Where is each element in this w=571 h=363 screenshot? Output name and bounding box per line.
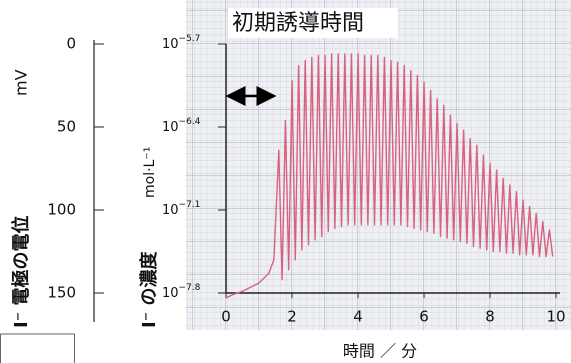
x-tick-label: 4 xyxy=(353,308,363,326)
graph-grid xyxy=(186,0,571,330)
y-tick-label: 0 xyxy=(66,35,76,53)
y-axis-unit: mV xyxy=(12,69,31,96)
box xyxy=(1,334,75,363)
x-tick-label: 2 xyxy=(287,308,297,326)
x-tick-label: 10 xyxy=(546,308,565,326)
x-axis-label: 時間 ／ 分 xyxy=(343,342,417,361)
y2-axis-label: I⁻ の濃度 xyxy=(138,251,160,328)
tick-base: 10 xyxy=(162,286,179,301)
tick-exponent: −6.4 xyxy=(179,117,201,127)
y2-axis-unit: mol·L⁻¹ xyxy=(142,147,158,198)
x-tick-label: 8 xyxy=(485,308,495,326)
x-tick-label: 0 xyxy=(221,308,231,326)
y-axis-label: I⁻ 電極の電位 xyxy=(10,216,32,328)
chart: 初期誘導時間 時間 ／ 分 I⁻ 電極の電位 mV I⁻ の濃度 mol·L⁻¹… xyxy=(0,0,571,363)
tick-exponent: −7.8 xyxy=(179,283,201,293)
y-tick-label: 150 xyxy=(47,284,76,302)
chart-title: 初期誘導時間 xyxy=(232,11,364,36)
tick-exponent: −5.7 xyxy=(179,34,201,44)
tick-exponent: −7.1 xyxy=(179,200,201,210)
tick-base: 10 xyxy=(162,37,179,52)
x-tick-label: 6 xyxy=(419,308,429,326)
y-tick-label: 50 xyxy=(57,118,76,136)
y-tick-label: 100 xyxy=(47,201,76,219)
tick-base: 10 xyxy=(162,203,179,218)
tick-base: 10 xyxy=(162,120,179,135)
